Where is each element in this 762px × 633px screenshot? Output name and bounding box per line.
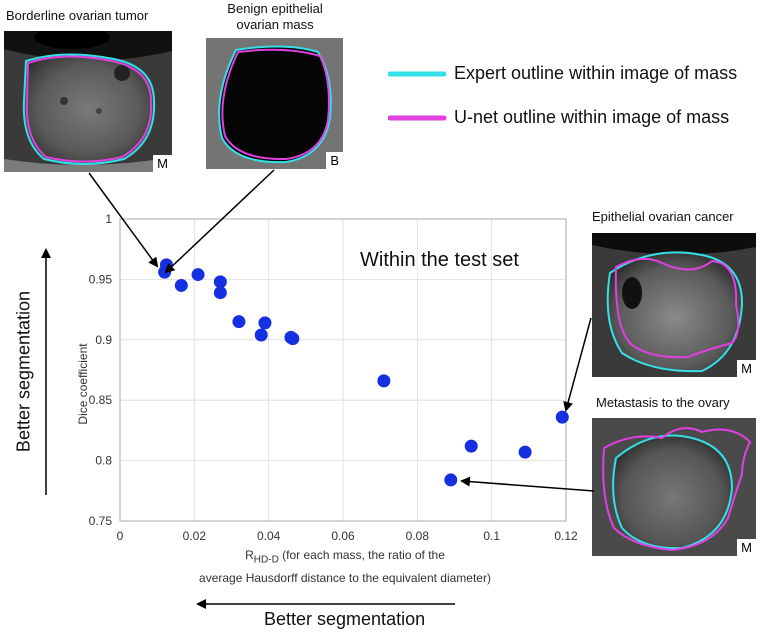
x-tick-label: 0.1 [483, 529, 500, 543]
data-point [191, 268, 205, 282]
ultrasound-benign-svg [206, 38, 343, 169]
ultrasound-image-borderline: M [4, 31, 172, 172]
y-tick-label: 0.95 [89, 272, 113, 286]
data-point [464, 439, 478, 453]
data-point [158, 265, 172, 279]
better-segmentation-horizontal: Better segmentation [264, 609, 426, 629]
x-tick-label: 0.04 [257, 529, 281, 543]
y-tick-label: 0.9 [95, 333, 112, 347]
legend-label-expert: Expert outline within image of mass [454, 63, 738, 83]
badge-benign: B [326, 152, 343, 169]
y-axis-label: Dice coefficient [76, 343, 90, 425]
ultrasound-image-epithelial: M [592, 233, 756, 377]
x-axis-text: (for each mass, the ratio of the [278, 548, 445, 562]
ultrasound-borderline-svg [4, 31, 172, 172]
y-tick-label: 1 [105, 212, 112, 226]
x-tick-label: 0.06 [331, 529, 355, 543]
data-point [213, 286, 227, 300]
y-tick-labels: 0.75 0.8 0.85 0.9 0.95 1 [89, 212, 113, 528]
x-axis-label-line1: RHD-D (for each mass, the ratio of the [120, 546, 570, 569]
arrow-benign [164, 169, 275, 274]
title-borderline: Borderline ovarian tumor [6, 8, 149, 23]
x-tick-labels: 0 0.02 0.04 0.06 0.08 0.1 0.12 [117, 529, 578, 543]
arrow-borderline [88, 172, 159, 268]
badge-metastasis: M [737, 539, 756, 556]
legend-label-unet: U-net outline within image of mass [454, 107, 730, 127]
x-tick-label: 0.12 [554, 529, 578, 543]
title-epithelial: Epithelial ovarian cancer [592, 209, 734, 224]
x-axis-symbol: R [245, 548, 254, 562]
better-segmentation-vertical: Better segmentation [13, 290, 34, 453]
x-axis-label-line2: average Hausdorff distance to the equiva… [199, 571, 491, 586]
data-point [444, 473, 458, 487]
x-tick-label: 0.02 [183, 529, 207, 543]
title-benign-line2: ovarian mass [236, 17, 314, 32]
x-axis-subscript: HD-D [253, 554, 279, 566]
ultrasound-metastasis-svg [592, 418, 756, 556]
data-point [555, 410, 569, 424]
y-tick-label: 0.85 [89, 393, 113, 407]
y-tick-label: 0.8 [95, 454, 112, 468]
x-tick-label: 0.08 [406, 529, 430, 543]
data-point [213, 275, 227, 289]
badge-borderline: M [153, 155, 172, 172]
data-point [377, 374, 391, 388]
data-point [232, 315, 246, 329]
within-test-set-label: Within the test set [360, 249, 519, 271]
arrow-metastasis [460, 476, 595, 492]
plot-area-frame [119, 218, 567, 522]
data-point [174, 278, 188, 292]
title-metastasis: Metastasis to the ovary [596, 395, 730, 410]
title-benign: Benign epithelial ovarian mass [202, 1, 348, 33]
ultrasound-image-metastasis: M [592, 418, 756, 556]
data-points [158, 258, 569, 487]
x-axis-label: RHD-D (for each mass, the ratio of the a… [120, 546, 570, 587]
y-tick-label: 0.75 [89, 514, 113, 528]
ultrasound-epithelial-svg [592, 233, 756, 377]
data-point [258, 316, 272, 330]
x-tick-label: 0 [117, 529, 124, 543]
data-point [286, 332, 300, 346]
title-benign-line1: Benign epithelial [227, 1, 323, 16]
data-point [518, 445, 532, 459]
badge-epithelial: M [737, 360, 756, 377]
ultrasound-image-benign: B [206, 38, 343, 169]
legend-swatches [388, 71, 447, 121]
arrow-epithelial [563, 317, 592, 412]
data-point [254, 328, 268, 342]
